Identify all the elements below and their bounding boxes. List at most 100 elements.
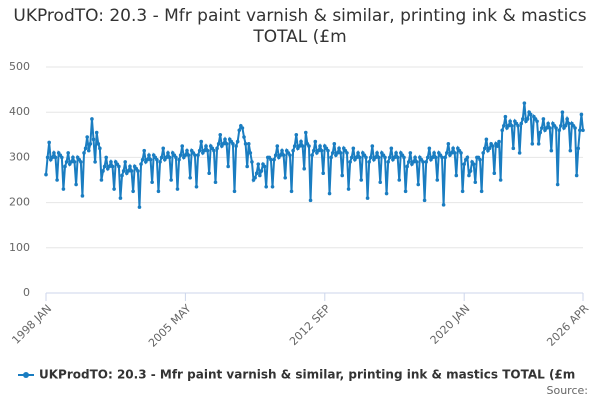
point (517, 151, 522, 155)
point (212, 148, 216, 153)
point (273, 153, 278, 157)
point (218, 133, 223, 137)
point (140, 157, 145, 162)
point (330, 151, 335, 155)
point (83, 146, 88, 151)
point (303, 130, 308, 135)
point (231, 142, 235, 146)
point (452, 151, 457, 155)
point (329, 155, 333, 160)
point (559, 123, 563, 128)
point (197, 148, 202, 153)
point (248, 151, 253, 155)
point (142, 148, 147, 153)
point (340, 173, 345, 178)
point (427, 146, 432, 151)
point (332, 142, 337, 146)
point (326, 148, 330, 153)
point (364, 155, 368, 160)
point (71, 155, 75, 160)
point (300, 144, 305, 148)
point (521, 117, 525, 121)
point (98, 146, 102, 151)
point (511, 146, 516, 151)
point (86, 148, 91, 153)
point (145, 157, 150, 162)
point (387, 155, 392, 160)
point (478, 157, 482, 162)
point (169, 178, 173, 182)
point (525, 117, 530, 121)
y-tick-label: 100 (9, 241, 30, 254)
point (180, 144, 185, 148)
point (297, 144, 302, 148)
point (85, 135, 89, 139)
point (378, 180, 383, 185)
point (167, 155, 172, 160)
point (516, 123, 520, 128)
point (501, 123, 506, 128)
point (354, 155, 359, 160)
point (188, 175, 192, 180)
point (237, 128, 242, 133)
point (205, 148, 210, 153)
point (454, 173, 459, 178)
point (232, 189, 237, 194)
point (215, 146, 219, 151)
point (64, 160, 69, 164)
point (319, 148, 324, 153)
point (147, 153, 151, 157)
point (318, 144, 322, 148)
y-tick-label: 0 (23, 286, 30, 299)
point (346, 187, 351, 191)
point (566, 121, 571, 126)
point (60, 155, 64, 160)
point (565, 117, 569, 121)
point (376, 155, 381, 160)
point (451, 146, 455, 151)
point (291, 148, 295, 153)
point (150, 180, 154, 185)
point (120, 173, 124, 178)
point (166, 151, 170, 155)
point (435, 178, 440, 182)
point (177, 157, 181, 162)
point (373, 155, 378, 160)
point (430, 155, 435, 160)
point (243, 142, 248, 146)
point (395, 155, 400, 160)
point (224, 142, 229, 146)
point (234, 144, 238, 148)
point (240, 126, 245, 130)
point (53, 155, 58, 160)
point (338, 151, 343, 155)
point (444, 151, 449, 155)
point (479, 189, 484, 194)
point (368, 155, 373, 160)
series-line (45, 103, 584, 208)
point (541, 117, 546, 121)
point (194, 184, 199, 189)
point (414, 160, 419, 164)
point (72, 160, 77, 164)
point (555, 182, 560, 187)
point (495, 144, 500, 148)
point (351, 146, 356, 151)
point (262, 164, 267, 169)
point (269, 157, 273, 162)
point (61, 187, 66, 191)
point (411, 160, 416, 164)
point (99, 178, 104, 182)
point (536, 142, 541, 146)
point (416, 182, 421, 187)
point (139, 162, 143, 166)
point (155, 157, 159, 162)
point (104, 155, 108, 160)
point (473, 180, 478, 185)
point (408, 151, 413, 155)
point (487, 146, 492, 151)
point (500, 128, 505, 133)
point (148, 157, 153, 162)
point (492, 171, 497, 176)
